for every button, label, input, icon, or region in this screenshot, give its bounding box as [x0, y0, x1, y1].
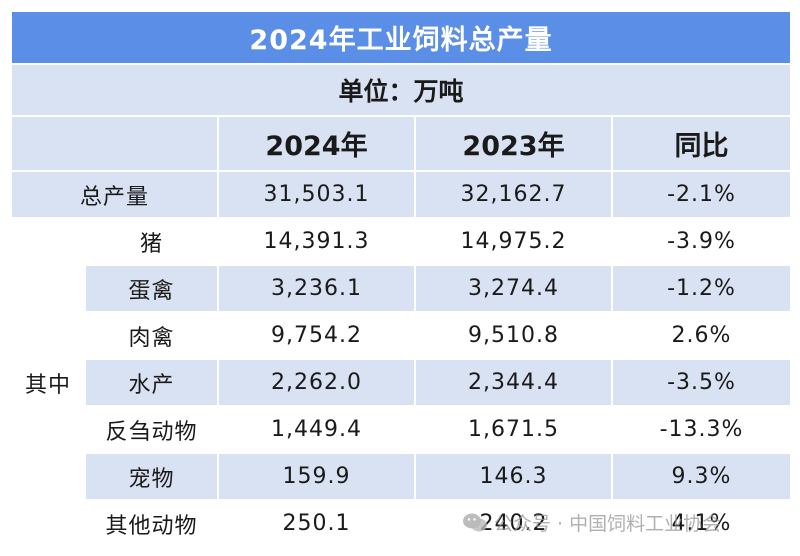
cell-yoy: -1.2%	[611, 264, 792, 313]
table-row: 反刍动物 1,449.4 1,671.5 -13.3%	[11, 405, 792, 454]
cell-2023: 3,274.4	[414, 264, 613, 313]
cell-2023: 2,344.4	[414, 358, 613, 407]
table-row: 宠物 159.9 146.3 9.3%	[11, 452, 792, 501]
row-label: 水产	[84, 358, 219, 407]
cell-yoy: -3.9%	[611, 217, 792, 266]
row-label: 肉禽	[84, 311, 219, 360]
cell-2024: 14,391.3	[217, 217, 416, 266]
header-2023: 2023年	[414, 115, 613, 172]
cell-yoy: 2.6%	[611, 311, 792, 360]
cell-yoy: -2.1%	[611, 170, 792, 219]
cell-2024: 2,262.0	[217, 358, 416, 407]
cell-2024: 3,236.1	[217, 264, 416, 313]
cell-2024: 9,754.2	[217, 311, 416, 360]
cell-2023: 32,162.7	[414, 170, 613, 219]
group-label: 其中	[10, 217, 86, 548]
row-label: 蛋禽	[84, 264, 219, 313]
cell-2024: 250.1	[217, 499, 416, 548]
table-row: 其中 猪 14,391.3 14,975.2 -3.9%	[10, 217, 792, 548]
cell-yoy: 4.1%	[611, 499, 792, 548]
cell-2023: 1,671.5	[414, 405, 613, 454]
cell-yoy: -13.3%	[611, 405, 792, 454]
cell-2024: 1,449.4	[217, 405, 416, 454]
unit-label: 单位：万吨	[10, 63, 792, 117]
header-2024: 2024年	[217, 115, 416, 172]
table-title: 2024年工业饲料总产量	[10, 10, 792, 65]
cell-2023: 146.3	[414, 452, 613, 501]
cell-yoy: 9.3%	[611, 452, 792, 501]
row-label: 反刍动物	[84, 405, 219, 454]
cell-yoy: -3.5%	[611, 358, 792, 407]
row-label: 宠物	[84, 452, 219, 501]
cell-2023: 14,975.2	[414, 217, 613, 266]
cell-2024: 31,503.1	[217, 170, 416, 219]
cell-2024: 159.9	[217, 452, 416, 501]
table-row: 肉禽 9,754.2 9,510.8 2.6%	[11, 311, 792, 360]
header-yoy: 同比	[611, 115, 792, 172]
header-corner	[10, 115, 219, 172]
table-row: 蛋禽 3,236.1 3,274.4 -1.2%	[11, 264, 792, 313]
table-row: 水产 2,262.0 2,344.4 -3.5%	[11, 358, 792, 407]
row-label: 总产量	[10, 170, 219, 219]
row-label: 其他动物	[84, 499, 219, 548]
row-label: 猪	[84, 217, 219, 266]
table-row: 其他动物 250.1 240.2 4.1%	[11, 499, 792, 548]
cell-2023: 240.2	[414, 499, 613, 548]
cell-2023: 9,510.8	[414, 311, 613, 360]
table-row-total: 总产量 31,503.1 32,162.7 -2.1%	[10, 170, 792, 219]
feed-production-table: 2024年工业饲料总产量 单位：万吨 2024年 2023年 同比 总产量 31…	[10, 10, 792, 548]
